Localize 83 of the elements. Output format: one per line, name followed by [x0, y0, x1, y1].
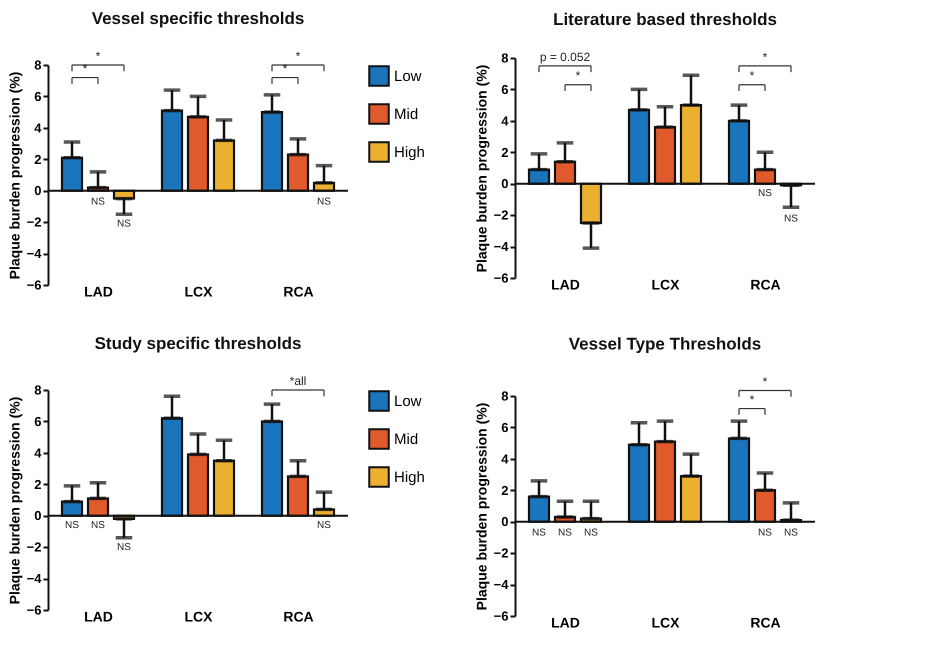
y-tick-label: 8 — [34, 382, 42, 398]
legend-label: Mid — [394, 106, 418, 123]
y-tick-label: 8 — [501, 50, 508, 66]
legend-label: High — [394, 144, 425, 161]
y-tick-label: −6 — [26, 278, 42, 292]
y-axis-title: Plaque burden progression (%) — [6, 396, 23, 604]
x-tick-label: LAD — [84, 608, 113, 624]
annotation: NS — [117, 218, 132, 230]
annotation: NS — [758, 188, 772, 200]
y-tick-label: 4 — [34, 445, 42, 460]
x-tick-label: LCX — [652, 276, 680, 292]
y-tick-label: −2 — [26, 214, 42, 230]
y-tick-label: −4 — [26, 571, 42, 586]
text: * — [96, 49, 101, 63]
y-tick-label: 6 — [501, 420, 508, 435]
annotation: NS — [317, 520, 332, 532]
y-tick-label: 6 — [501, 82, 508, 97]
y-axis-title: Plaque burden progression (%) — [474, 402, 490, 610]
y-tick-label: −2 — [26, 540, 42, 555]
y-tick-label: −2 — [494, 546, 508, 561]
annotation: * — [82, 62, 88, 76]
x-tick-label: LCX — [652, 614, 680, 630]
y-tick-label: −6 — [494, 270, 508, 286]
x-tick-label: LAD — [84, 284, 113, 300]
annotation: * — [576, 68, 581, 83]
annotation: NS — [91, 520, 106, 532]
y-tick-label: 6 — [34, 414, 42, 429]
annotation: * — [750, 392, 755, 407]
annotation: NS — [758, 528, 772, 539]
chart-title: Vessel Type Thresholds — [568, 334, 762, 354]
annotation: NS — [558, 528, 572, 539]
y-tick-label: 4 — [501, 451, 510, 466]
y-tick-label: 8 — [501, 388, 508, 404]
annotation: * — [282, 62, 288, 76]
text: * — [762, 374, 768, 388]
x-tick-label: RCA — [283, 284, 314, 300]
x-tick-label: LAD — [551, 276, 580, 292]
y-axis-title: Plaque burden progression (%) — [474, 64, 490, 272]
x-tick-label: LCX — [184, 608, 214, 624]
y-tick-label: 4 — [34, 120, 42, 136]
annotation: NS — [317, 196, 332, 208]
annotation: NS — [532, 528, 546, 539]
chart-title: Literature based thresholds — [553, 10, 777, 29]
y-tick-label: 6 — [34, 88, 42, 104]
y-tick-label: −4 — [26, 246, 42, 262]
annotation: NS — [117, 542, 132, 554]
text: *all — [290, 374, 306, 388]
y-axis-title: Plaque burden progression (%) — [6, 72, 23, 280]
annotation: NS — [584, 528, 598, 539]
annotation: NS — [65, 520, 80, 532]
x-tick-label: LCX — [184, 284, 214, 300]
y-tick-label: 0 — [34, 508, 42, 524]
chart-title: Study specific thresholds — [94, 334, 302, 353]
annotation: NS — [784, 528, 798, 539]
legend-label: Mid — [394, 431, 418, 448]
y-tick-label: −4 — [494, 239, 510, 254]
annotation: NS — [784, 213, 798, 224]
x-tick-label: RCA — [750, 614, 781, 630]
legend-label: High — [394, 469, 425, 486]
y-tick-label: 2 — [501, 144, 508, 160]
y-tick-label: 0 — [501, 176, 508, 192]
y-tick-label: 4 — [501, 113, 510, 128]
x-tick-label: LAD — [551, 614, 580, 630]
y-tick-label: 0 — [34, 183, 42, 198]
legend-label: Low — [394, 68, 422, 85]
annotation: * — [750, 68, 755, 83]
x-tick-label: RCA — [750, 276, 781, 292]
y-tick-label: −6 — [26, 602, 42, 618]
y-tick-label: −6 — [494, 608, 508, 624]
y-tick-label: 2 — [34, 476, 42, 492]
text: * — [296, 49, 301, 63]
y-tick-label: 0 — [501, 514, 508, 530]
y-tick-label: 2 — [34, 152, 42, 167]
y-tick-label: 2 — [501, 482, 508, 498]
y-tick-label: 8 — [34, 58, 42, 72]
legend-label: Low — [394, 393, 422, 410]
y-tick-label: −4 — [494, 577, 510, 592]
chart-title: Vessel specific thresholds — [92, 9, 304, 28]
annotation: * — [762, 50, 768, 64]
annotation: p = 0.052 — [540, 50, 591, 64]
x-tick-label: RCA — [283, 608, 314, 624]
y-tick-label: −2 — [494, 208, 508, 223]
annotation: NS — [91, 196, 106, 208]
